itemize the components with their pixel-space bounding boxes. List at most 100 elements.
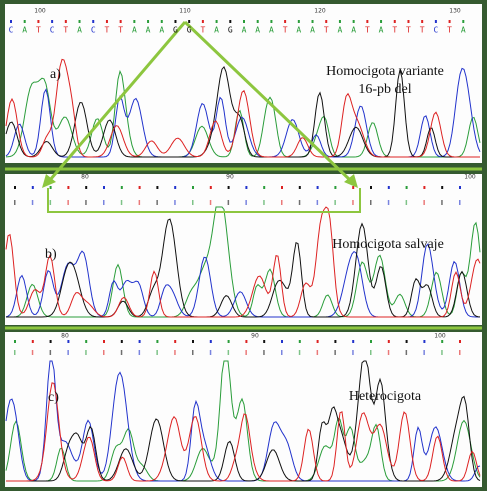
base-letter: A bbox=[146, 26, 151, 35]
position-number: 110 bbox=[179, 8, 191, 15]
base-mark bbox=[32, 200, 34, 205]
base-mark bbox=[423, 200, 425, 205]
base-tick bbox=[10, 20, 12, 23]
base-letter: C bbox=[50, 26, 55, 35]
base-mark bbox=[299, 350, 301, 355]
base-mark bbox=[174, 350, 176, 355]
base-mark bbox=[210, 200, 212, 205]
base-mark bbox=[406, 350, 408, 355]
base-mark bbox=[50, 200, 52, 205]
base-mark bbox=[263, 200, 265, 205]
position-number: 90 bbox=[226, 174, 234, 181]
base-tick bbox=[50, 340, 52, 343]
base-letter: T bbox=[365, 26, 370, 35]
base-tick bbox=[32, 340, 34, 343]
base-letter: A bbox=[296, 26, 301, 35]
base-mark bbox=[192, 200, 194, 205]
base-tick bbox=[210, 186, 212, 189]
base-letter: T bbox=[420, 26, 425, 35]
base-mark bbox=[459, 350, 461, 355]
base-letter: A bbox=[255, 26, 260, 35]
base-tick bbox=[423, 186, 425, 189]
base-tick bbox=[312, 20, 314, 23]
base-tick bbox=[139, 186, 141, 189]
position-number: 120 bbox=[314, 8, 326, 15]
base-mark bbox=[156, 200, 158, 205]
base-mark bbox=[245, 350, 247, 355]
base-tick bbox=[245, 186, 247, 189]
base-tick bbox=[174, 20, 176, 23]
base-tick bbox=[85, 186, 87, 189]
base-tick bbox=[388, 340, 390, 343]
panel-title: Homocigota salvaje bbox=[332, 237, 444, 252]
base-tick bbox=[192, 340, 194, 343]
base-tick bbox=[263, 186, 265, 189]
base-mark bbox=[334, 200, 336, 205]
base-tick bbox=[380, 20, 382, 23]
base-tick bbox=[156, 340, 158, 343]
base-letter: G bbox=[187, 26, 192, 35]
base-letter: T bbox=[283, 26, 288, 35]
base-tick bbox=[352, 340, 354, 343]
base-tick bbox=[263, 340, 265, 343]
base-mark bbox=[441, 200, 443, 205]
base-mark bbox=[317, 350, 319, 355]
base-tick bbox=[270, 20, 272, 23]
base-mark bbox=[103, 350, 105, 355]
base-letter: T bbox=[36, 26, 41, 35]
base-tick bbox=[459, 340, 461, 343]
base-letter: T bbox=[324, 26, 329, 35]
base-mark bbox=[103, 200, 105, 205]
base-tick bbox=[228, 186, 230, 189]
base-letter: A bbox=[242, 26, 247, 35]
base-tick bbox=[174, 340, 176, 343]
base-tick bbox=[370, 340, 372, 343]
base-tick bbox=[284, 20, 286, 23]
base-letter: A bbox=[77, 26, 82, 35]
base-mark bbox=[14, 200, 16, 205]
base-tick bbox=[121, 186, 123, 189]
base-mark bbox=[121, 350, 123, 355]
base-tick bbox=[92, 20, 94, 23]
base-tick bbox=[24, 20, 26, 23]
base-tick bbox=[65, 20, 67, 23]
base-letter: A bbox=[379, 26, 384, 35]
base-tick bbox=[441, 186, 443, 189]
base-tick bbox=[210, 340, 212, 343]
base-tick bbox=[370, 186, 372, 189]
panel-title: 16-pb del bbox=[358, 82, 411, 97]
base-letter: C bbox=[433, 26, 438, 35]
base-mark bbox=[85, 350, 87, 355]
base-mark bbox=[388, 200, 390, 205]
base-tick bbox=[352, 186, 354, 189]
base-tick bbox=[32, 186, 34, 189]
base-tick bbox=[299, 186, 301, 189]
base-mark bbox=[32, 350, 34, 355]
base-tick bbox=[257, 20, 259, 23]
base-tick bbox=[121, 340, 123, 343]
base-letter: A bbox=[269, 26, 274, 35]
base-mark bbox=[263, 350, 265, 355]
base-letter: G bbox=[173, 26, 178, 35]
base-tick bbox=[161, 20, 163, 23]
base-tick bbox=[85, 340, 87, 343]
base-tick bbox=[339, 20, 341, 23]
base-tick bbox=[394, 20, 396, 23]
base-letter: T bbox=[200, 26, 205, 35]
panel-c bbox=[5, 332, 482, 487]
base-tick bbox=[156, 186, 158, 189]
base-letter: A bbox=[461, 26, 466, 35]
panel-label: b) bbox=[45, 247, 57, 262]
base-tick bbox=[188, 20, 190, 23]
base-tick bbox=[174, 186, 176, 189]
base-mark bbox=[370, 200, 372, 205]
base-tick bbox=[317, 340, 319, 343]
base-tick bbox=[229, 20, 231, 23]
base-tick bbox=[366, 20, 368, 23]
base-tick bbox=[299, 340, 301, 343]
base-mark bbox=[281, 350, 283, 355]
base-tick bbox=[120, 20, 122, 23]
base-mark bbox=[50, 350, 52, 355]
base-letter: G bbox=[228, 26, 233, 35]
base-tick bbox=[14, 340, 16, 343]
